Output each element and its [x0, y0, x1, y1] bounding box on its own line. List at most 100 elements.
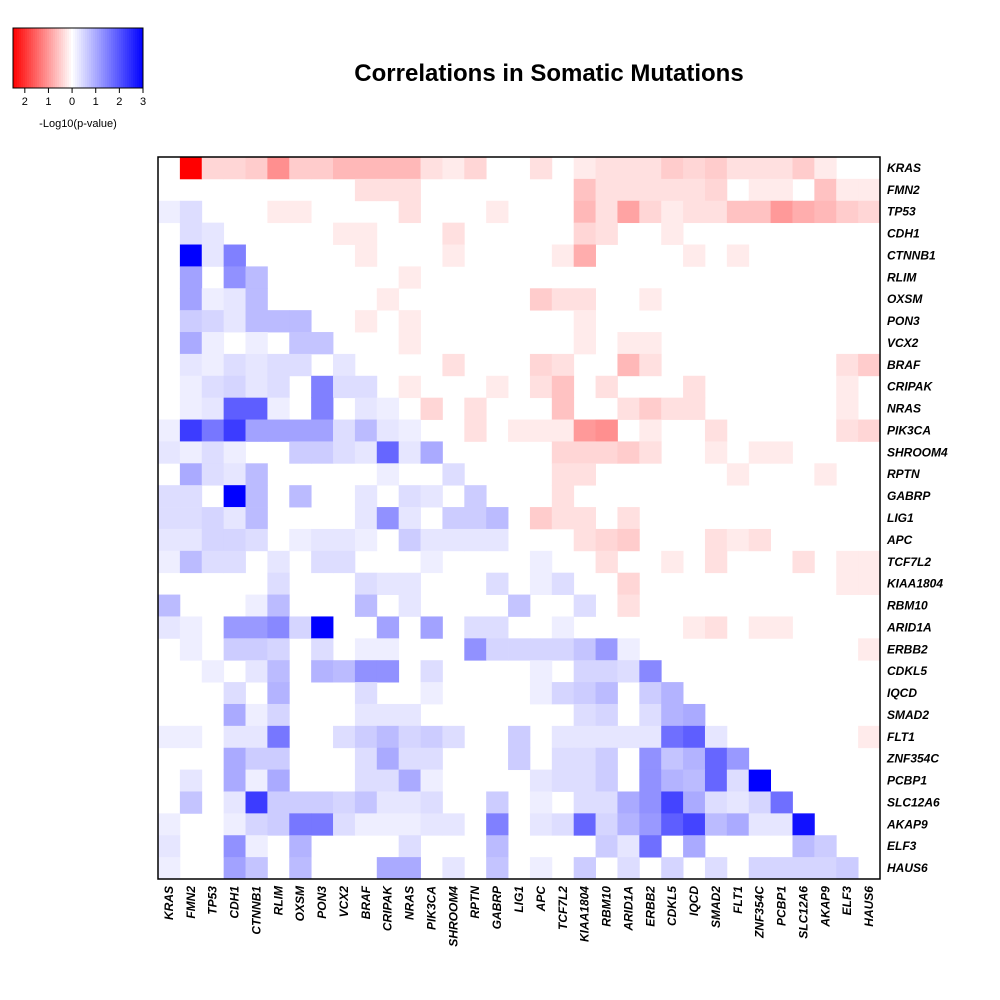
heatmap-cell-GABRP-KRAS [158, 485, 181, 508]
heatmap-cell-TP53-OXSM [289, 200, 312, 224]
heatmap-cell-CDKL5-TP53 [201, 660, 225, 683]
heatmap-cell-ZNF354C-SMAD2 [704, 747, 728, 771]
heatmap-cell-VCX2-CTNNB1 [245, 332, 268, 355]
color-key-swatch [125, 28, 128, 88]
heatmap-cell-HAUS6-AKAP9 [814, 857, 837, 880]
color-key-swatch [21, 28, 24, 88]
color-key-swatch [113, 28, 116, 88]
heatmap-cell-CDH1-CDKL5 [661, 222, 684, 245]
heatmap-cell-HAUS6-APC [529, 857, 553, 880]
chart-title: Correlations in Somatic Mutations [354, 60, 743, 87]
row-label-GABRP: GABRP [887, 489, 931, 503]
heatmap-cell-ERBB2-FMN2 [179, 638, 203, 661]
heatmap-cell-FLT1-HAUS6 [858, 725, 881, 749]
heatmap-cell-KRAS-IQCD [683, 157, 706, 180]
heatmap-cell-FLT1-IQCD [683, 725, 706, 749]
heatmap-cell-LIG1-CRIPAK [376, 507, 400, 530]
heatmap-cell-NRAS-CRIPAK [376, 397, 400, 420]
heatmap-cell-IQCD-RLIM [267, 682, 290, 705]
heatmap-cell-TP53-ERBB2 [639, 200, 662, 224]
heatmap-cell-VCX2-ARID1A [617, 332, 640, 355]
row-label-FLT1: FLT1 [887, 730, 915, 744]
heatmap-cell-HAUS6-KRAS [158, 857, 181, 880]
heatmap-cell-CDKL5-ARID1A [617, 660, 640, 683]
heatmap-cell-VCX2-PON3 [311, 332, 334, 355]
heatmap-cell-KRAS-RPTN [464, 157, 487, 180]
heatmap-cell-SLC12A6-OXSM [289, 791, 312, 814]
heatmap-cell-AKAP9-TCF7L2 [551, 813, 575, 836]
column-label-TCF7L2: TCF7L2 [556, 886, 570, 930]
heatmap-cell-RLIM-FMN2 [179, 266, 203, 289]
heatmap-cell-PIK3CA-KIAA1804 [573, 419, 596, 442]
heatmap-cell-GABRP-RPTN [464, 485, 487, 508]
heatmap-cell-CRIPAK-PON3 [311, 375, 334, 399]
heatmap-cell-OXSM-APC [529, 288, 553, 311]
heatmap-cell-CDKL5-PIK3CA [420, 660, 443, 683]
heatmap-cell-SLC12A6-IQCD [683, 791, 706, 814]
heatmap-cell-TP53-KIAA1804 [573, 200, 596, 224]
heatmap-cell-CDKL5-APC [529, 660, 553, 683]
color-key-swatch [17, 28, 20, 88]
row-label-VCX2: VCX2 [887, 336, 919, 350]
heatmap-cell-FLT1-CTNNB1 [245, 725, 268, 749]
heatmap-cell-ARID1A-TCF7L2 [551, 616, 575, 639]
row-label-RPTN: RPTN [887, 467, 920, 481]
heatmap-cell-SLC12A6-CRIPAK [376, 791, 400, 814]
heatmap-cell-CRIPAK-RBM10 [595, 375, 618, 399]
heatmap-cell-SMAD2-RLIM [267, 703, 290, 727]
heatmap-cell-PCBP1-CRIPAK [376, 769, 400, 792]
heatmap-cell-HAUS6-CDH1 [223, 857, 246, 880]
heatmap-cell-TP53-SLC12A6 [792, 200, 815, 224]
heatmap-cell-LIG1-ARID1A [617, 507, 640, 530]
heatmap-cell-BRAF-VCX2 [333, 353, 356, 377]
heatmap-cell-FLT1-KIAA1804 [573, 725, 596, 749]
heatmap-cell-ERBB2-RLIM [267, 638, 290, 661]
heatmap-cell-APC-ARID1A [617, 528, 640, 552]
heatmap-cell-SLC12A6-VCX2 [333, 791, 356, 814]
heatmap-cell-NRAS-TP53 [201, 397, 225, 420]
color-key: 2 1 0 1 2 3 -Log10(p-value) [12, 27, 146, 130]
color-key-swatch [53, 28, 56, 88]
heatmap-cell-RBM10-LIG1 [508, 594, 531, 617]
column-label-RBM10: RBM10 [600, 886, 614, 927]
heatmap-cell-ELF3-IQCD [683, 835, 706, 858]
heatmap-cell-SLC12A6-BRAF [354, 791, 378, 814]
heatmap-cell-PIK3CA-ERBB2 [639, 419, 662, 442]
color-key-swatch [91, 28, 94, 88]
heatmap-cell-LIG1-KRAS [158, 507, 181, 530]
column-label-NRAS: NRAS [403, 886, 417, 920]
color-key-swatch [65, 28, 68, 88]
column-label-LIG1: LIG1 [512, 886, 526, 913]
heatmap-cell-PCBP1-RLIM [267, 769, 290, 792]
heatmap-cell-FLT1-VCX2 [333, 725, 356, 749]
heatmap-cell-PCBP1-BRAF [354, 769, 378, 792]
heatmap-cell-ELF3-SLC12A6 [792, 835, 815, 858]
column-label-VCX2: VCX2 [337, 886, 351, 918]
heatmap-cell-PIK3CA-CRIPAK [376, 419, 400, 442]
color-key-swatch [133, 28, 136, 88]
heatmap-cell-RPTN-AKAP9 [814, 463, 837, 486]
heatmap-cell-GABRP-CTNNB1 [245, 485, 268, 508]
heatmap-cell-KRAS-ZNF354C [748, 157, 772, 180]
column-label-OXSM: OXSM [293, 885, 307, 921]
column-label-SMAD2: SMAD2 [709, 886, 723, 928]
color-key-swatch [19, 28, 22, 88]
heatmap-cell-ERBB2-GABRP [486, 638, 509, 661]
heatmap-cell-SMAD2-IQCD [683, 703, 706, 727]
heatmap-cell-TP53-PCBP1 [770, 200, 793, 224]
heatmap-cell-KIAA1804-CRIPAK [376, 572, 400, 595]
column-label-PCBP1: PCBP1 [775, 886, 789, 926]
heatmap-cell-ELF3-KRAS [158, 835, 181, 858]
heatmap-cell-PON3-NRAS [398, 310, 421, 333]
heatmap-cell-TCF7L2-HAUS6 [858, 550, 881, 574]
heatmap-cell-HAUS6-KIAA1804 [573, 857, 596, 880]
heatmap-cell-AKAP9-CRIPAK [376, 813, 400, 836]
heatmap-cell-PON3-TP53 [201, 310, 225, 333]
heatmap-cell-KIAA1804-NRAS [398, 572, 421, 595]
heatmap-cell-FLT1-CRIPAK [376, 725, 400, 749]
heatmap-cell-APC-ZNF354C [748, 528, 772, 552]
heatmap-cell-SHROOM4-BRAF [354, 441, 378, 464]
heatmap-cell-APC-VCX2 [333, 528, 356, 552]
row-label-BRAF: BRAF [887, 358, 921, 372]
heatmap-cell-KRAS-SMAD2 [704, 157, 728, 180]
